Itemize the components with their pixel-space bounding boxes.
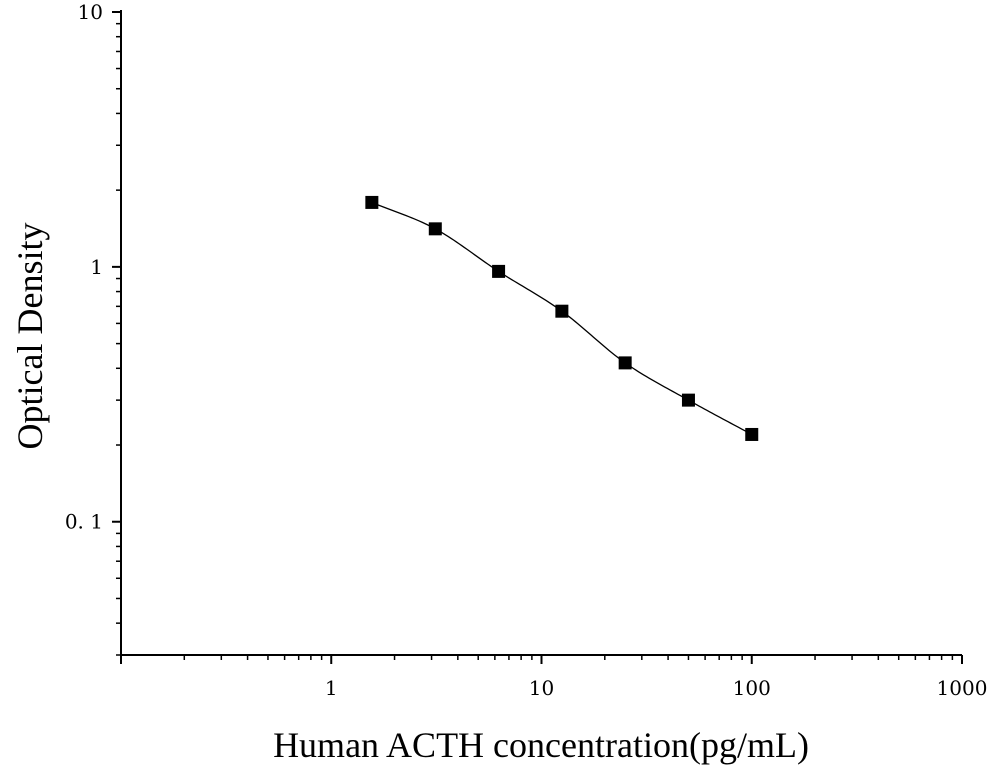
data-point bbox=[681, 393, 695, 407]
points-layer bbox=[365, 195, 759, 441]
x-tick-label: 100 bbox=[733, 676, 771, 700]
y-axis-title: Optical Density bbox=[10, 223, 50, 450]
data-point bbox=[555, 304, 569, 318]
x-tick-label: 1 bbox=[325, 676, 338, 700]
y-tick-label: 1 bbox=[90, 255, 103, 279]
data-point bbox=[745, 427, 759, 441]
x-tick-label: 1000 bbox=[937, 676, 988, 700]
data-point bbox=[428, 222, 442, 236]
axes-layer bbox=[112, 10, 963, 664]
data-point bbox=[492, 264, 506, 278]
data-point bbox=[618, 356, 632, 370]
x-axis-title: Human ACTH concentration(pg/mL) bbox=[273, 725, 809, 765]
y-tick-label: 10 bbox=[78, 0, 103, 24]
y-tick-label: 0. 1 bbox=[65, 510, 103, 534]
x-tick-label: 10 bbox=[529, 676, 554, 700]
data-point bbox=[365, 195, 379, 209]
labels-layer: Human ACTH concentration(pg/mL) Optical … bbox=[10, 0, 987, 765]
